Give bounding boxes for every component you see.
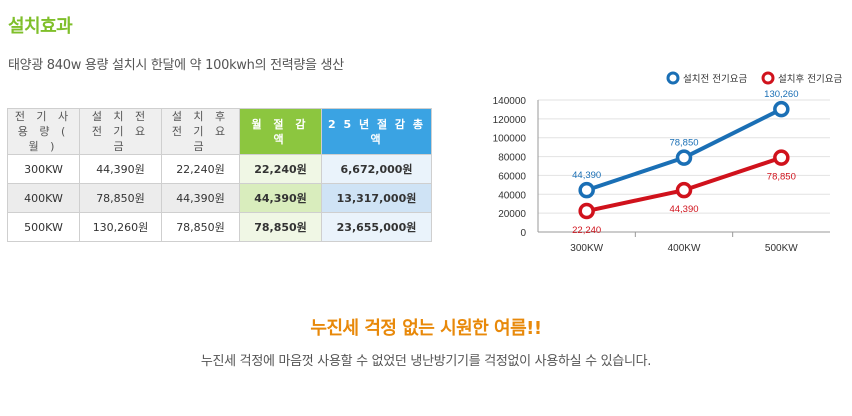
data-point xyxy=(773,100,790,118)
cell-after-cost: 44,390원 xyxy=(161,183,240,213)
header-monthly-saving: 월 절 감 액 xyxy=(239,108,322,155)
data-point xyxy=(773,149,790,166)
cell-total-saving: 6,672,000원 xyxy=(321,154,432,184)
cell-before-cost: 78,850원 xyxy=(79,183,162,213)
slogan-description: 누진세 걱정에 마음껏 사용할 수 없었던 냉난방기기를 걱정없이 사용하실 수… xyxy=(200,354,652,369)
cell-monthly-saving: 78,850원 xyxy=(239,212,322,242)
data-label: 78,850 xyxy=(767,172,796,183)
cell-monthly-saving: 22,240원 xyxy=(239,154,322,184)
x-tick-label: 300KW xyxy=(570,243,603,254)
cell-capacity: 300KW xyxy=(7,154,80,184)
y-tick-label: 20000 xyxy=(498,209,526,220)
cell-monthly-saving: 44,390원 xyxy=(239,183,322,213)
y-tick-label: 120000 xyxy=(493,115,527,126)
cell-after-cost: 78,850원 xyxy=(161,212,240,242)
data-point xyxy=(578,202,595,220)
data-point xyxy=(675,149,693,166)
cell-before-cost: 130,260원 xyxy=(79,212,162,242)
data-label: 44,390 xyxy=(669,204,698,215)
legend-label: 설치전 전기요금 xyxy=(683,73,747,85)
cell-capacity: 500KW xyxy=(7,212,80,242)
y-tick-label: 40000 xyxy=(498,190,526,201)
table-row: 500KW 130,260원 78,850원 78,850원 23,655,00… xyxy=(7,212,432,242)
y-tick-label: 100000 xyxy=(493,134,527,145)
cell-total-saving: 13,317,000원 xyxy=(321,183,432,213)
table-row: 300KW 44,390원 22,240원 22,240원 6,672,000원 xyxy=(7,154,432,184)
y-tick-label: 0 xyxy=(520,228,526,239)
data-point xyxy=(675,181,693,199)
slogan-heading: 누진세 걱정 없는 시원한 여름!! xyxy=(310,318,542,339)
data-label: 130,260 xyxy=(764,89,798,100)
data-point xyxy=(578,181,595,199)
x-tick-label: 500KW xyxy=(765,243,798,254)
y-tick-label: 80000 xyxy=(498,153,526,164)
cell-before-cost: 44,390원 xyxy=(79,154,162,184)
y-tick-label: 60000 xyxy=(498,171,526,182)
legend-marker xyxy=(666,71,680,85)
x-tick-label: 400KW xyxy=(668,243,701,254)
legend-label: 설치후 전기요금 xyxy=(778,73,842,85)
cell-after-cost: 22,240원 xyxy=(161,154,240,184)
table-row: 400KW 78,850원 44,390원 44,390원 13,317,000… xyxy=(7,183,432,213)
line-chart: 0 20000 40000 60000 80000 100000 120000 140000 3… xyxy=(493,71,842,254)
legend-marker xyxy=(761,71,775,85)
data-label: 22,240 xyxy=(572,225,601,236)
page-title: 설치효과 xyxy=(8,16,73,37)
cell-total-saving: 23,655,000원 xyxy=(321,212,432,242)
data-label: 44,390 xyxy=(572,170,601,181)
y-tick-label: 140000 xyxy=(493,96,527,107)
data-label: 78,850 xyxy=(669,138,698,149)
page-subtitle: 태양광 840w 용량 설치시 한달에 약 100kwh의 전력량을 생산 xyxy=(8,58,344,73)
header-total-saving: 2 5 년 절 감 총 액 xyxy=(321,108,432,155)
cell-capacity: 400KW xyxy=(7,183,80,213)
